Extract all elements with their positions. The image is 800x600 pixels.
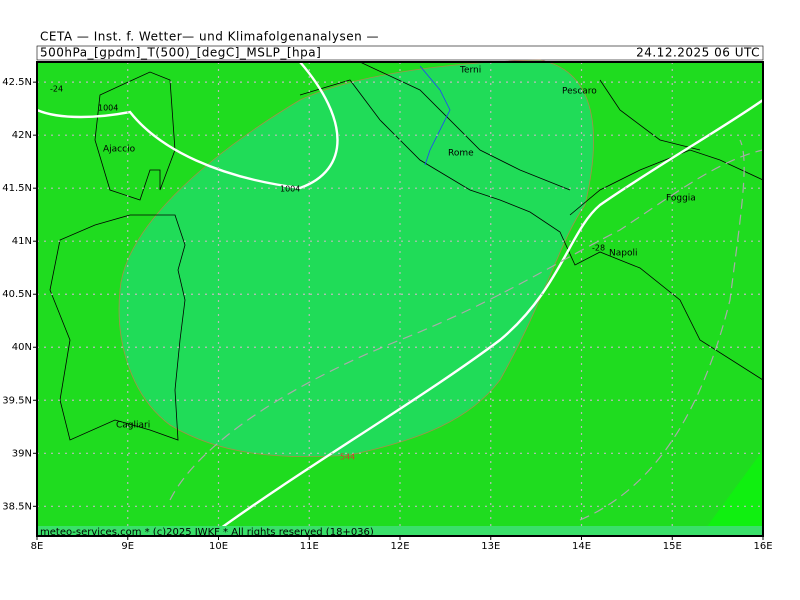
- x-tick-label: 9E: [121, 541, 134, 552]
- header-fields: 500hPa_[gpdm]_T(500)_[degC]_MSLP_[hpa]: [40, 46, 321, 60]
- x-tick-label: 16E: [753, 541, 772, 552]
- y-tick-label: 40.5N: [2, 289, 32, 300]
- city-label: Napoli: [609, 249, 637, 259]
- y-tick-label: 38.5N: [2, 501, 32, 512]
- contour-label: 1004: [280, 185, 300, 194]
- isobar: [36, 61, 339, 190]
- header-title: CETA — Inst. f. Wetter— und Klimafolgena…: [40, 30, 379, 44]
- y-tick-label: 40N: [12, 342, 32, 353]
- y-tick-label: 39N: [12, 448, 32, 459]
- isotherm: [169, 149, 764, 501]
- city-label: Ajaccio: [103, 145, 136, 155]
- x-tick-label: 13E: [481, 541, 500, 552]
- city-label: Pescaro: [562, 87, 597, 97]
- x-tick-label: 11E: [300, 541, 319, 552]
- y-tick-label: 42.5N: [2, 77, 32, 88]
- x-tick-label: 14E: [572, 541, 591, 552]
- contour-label: -24: [50, 85, 63, 94]
- city-label: Rome: [448, 149, 474, 159]
- y-tick-label: 41N: [12, 236, 32, 247]
- y-tick-label: 42N: [12, 130, 32, 141]
- sardinia: [49, 214, 186, 441]
- y-tick-label: 39.5N: [2, 395, 32, 406]
- x-tick-label: 15E: [663, 541, 682, 552]
- subheader-box: [36, 45, 764, 61]
- city-label: Terni: [459, 66, 481, 76]
- x-tick-label: 10E: [209, 541, 228, 552]
- header-date: 24.12.2025 06 UTC: [636, 46, 760, 60]
- city-label: Cagliari: [116, 421, 150, 431]
- x-tick-label: 12E: [390, 541, 409, 552]
- isotherm: [579, 139, 745, 521]
- x-tick-label: 8E: [31, 541, 44, 552]
- contour-label: 544: [340, 453, 355, 462]
- y-tick-label: 41.5N: [2, 183, 32, 194]
- contour-label: -28: [592, 244, 605, 253]
- warm-region: [700, 450, 763, 536]
- map-plot: [36, 59, 764, 537]
- contour-label: 1004: [98, 104, 118, 113]
- italy-coast: [299, 61, 764, 381]
- footer-band: [37, 526, 763, 536]
- corsica: [94, 71, 176, 201]
- city-label: Foggia: [666, 194, 696, 204]
- footer-credit: meteo-services.com * (c)2025 IWKF * All …: [40, 527, 374, 538]
- river: [419, 65, 451, 166]
